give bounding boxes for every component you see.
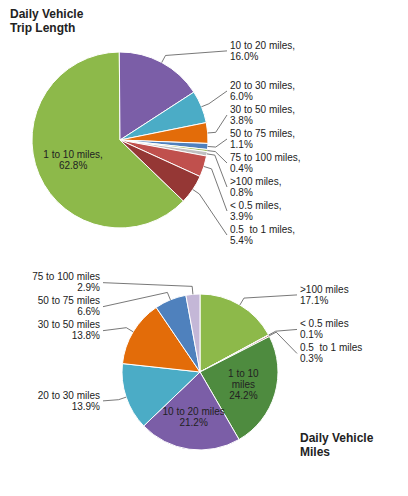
- data-label: 1.1%: [230, 139, 253, 150]
- data-label: 24.2%: [229, 390, 257, 401]
- slice-label: 75 to 100 miles,: [230, 152, 301, 163]
- chart-title: Daily VehicleMiles: [300, 431, 374, 459]
- labels: 1 to 10 miles,62.8% 10 to 20 miles,16.0% 2…: [43, 40, 300, 246]
- pie-chart: Daily VehicleMiles 1 to 10miles24.2% 10 to…: [32, 271, 374, 459]
- slice-label: >100 miles: [300, 284, 349, 295]
- slice-label: 75 to 100 miles: [32, 271, 100, 282]
- chart-canvas: Daily VehicleTrip Length 1 to 10 miles,62…: [0, 0, 408, 496]
- slice-label: 30 to 50 miles,: [230, 104, 295, 115]
- data-label: 62.8%: [59, 160, 87, 171]
- slice-label: 0.5 to 1 miles: [300, 342, 362, 353]
- slices: [122, 294, 278, 450]
- slice-label: 1 to 10miles: [228, 368, 259, 390]
- data-label: 0.3%: [300, 353, 323, 364]
- leader-line: [201, 91, 227, 107]
- slice-label: 10 to 20 miles,: [230, 40, 295, 51]
- data-label: 0.1%: [300, 329, 323, 340]
- leader-line: [240, 295, 297, 305]
- data-label: 6.6%: [77, 306, 100, 317]
- data-label: 3.8%: [230, 115, 253, 126]
- leader-line: [103, 292, 170, 306]
- slice-label: 50 to 75 miles: [38, 295, 100, 306]
- data-label: 21.2%: [179, 417, 207, 428]
- leader-line: [103, 328, 133, 332]
- leader-line: [193, 189, 227, 235]
- slice-label: 30 to 50 miles: [38, 319, 100, 330]
- slice-label: 1 to 10 miles,: [43, 149, 102, 160]
- leader-line: [269, 332, 297, 353]
- data-label: 0.8%: [230, 187, 253, 198]
- chart-title: Daily VehicleTrip Length: [10, 7, 84, 35]
- data-label: 17.1%: [300, 295, 328, 306]
- slices: [32, 52, 208, 228]
- leader-line: [162, 51, 227, 63]
- leader-line: [208, 139, 227, 147]
- data-label: 2.9%: [77, 282, 100, 293]
- slice-label: 50 to 75 miles,: [230, 128, 295, 139]
- slice-label: 20 to 30 miles,: [230, 80, 295, 91]
- leader-line: [204, 166, 227, 211]
- data-label: 5.4%: [230, 235, 253, 246]
- slice-label: 10 to 20 miles: [162, 406, 224, 417]
- data-label: 13.8%: [72, 330, 100, 341]
- data-label: 3.9%: [230, 211, 253, 222]
- leader-line: [103, 397, 126, 401]
- data-label: 0.4%: [230, 163, 253, 174]
- leader-line: [208, 115, 227, 133]
- data-label: 16.0%: [230, 51, 258, 62]
- pie-slice: [186, 294, 200, 372]
- pie-chart: Daily VehicleTrip Length 1 to 10 miles,62…: [10, 7, 301, 246]
- slice-label: < 0.5 miles: [300, 318, 349, 329]
- data-label: 6.0%: [230, 91, 253, 102]
- slice-label: 20 to 30 miles: [38, 390, 100, 401]
- data-label: 13.9%: [72, 401, 100, 412]
- slice-label: < 0.5 miles,: [230, 200, 281, 211]
- leader-line: [103, 283, 193, 295]
- slice-label: >100 miles,: [230, 176, 281, 187]
- labels: 1 to 10miles24.2% 10 to 20 miles21.2% 75 t…: [32, 271, 362, 427]
- slice-label: 0.5 to 1 miles,: [230, 224, 295, 235]
- pie-slice: [120, 140, 200, 201]
- leader-line: [207, 154, 227, 187]
